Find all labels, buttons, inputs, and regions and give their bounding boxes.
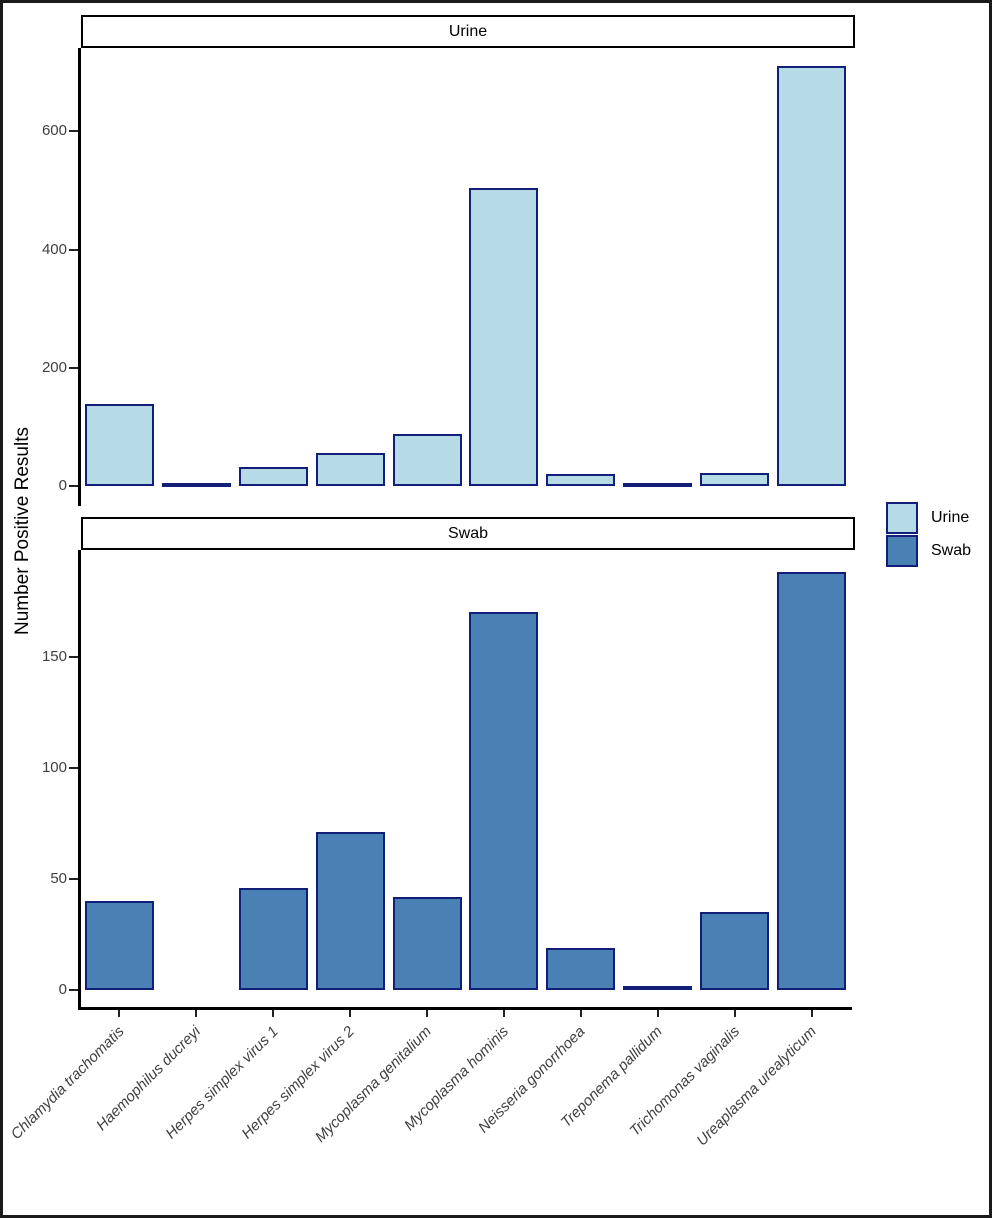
x-tick xyxy=(656,1010,659,1017)
bar xyxy=(84,404,154,486)
y-tick xyxy=(69,989,78,991)
y-tick-label: 50 xyxy=(50,869,67,887)
x-tick xyxy=(118,1010,121,1017)
y-tick xyxy=(69,248,78,251)
y-axis-title: Number Positive Results xyxy=(12,426,33,636)
facet-strip-swab: Swab xyxy=(81,517,855,550)
bar xyxy=(777,572,847,990)
facet-strip-urine: Urine xyxy=(81,15,855,48)
bar xyxy=(392,433,462,486)
facet-strip-swab-label: Swab xyxy=(447,524,489,542)
y-tick xyxy=(69,485,78,487)
legend-label-swab: Swab xyxy=(931,542,972,559)
x-tick xyxy=(810,1010,813,1017)
bar xyxy=(546,473,616,486)
y-tick-label: 100 xyxy=(41,758,67,776)
y-tick-label: 400 xyxy=(41,240,67,258)
x-tick xyxy=(426,1010,429,1017)
x-tick xyxy=(733,1010,736,1017)
x-tick xyxy=(579,1010,582,1017)
bar xyxy=(469,188,539,486)
y-tick xyxy=(69,655,78,658)
bar xyxy=(392,896,462,990)
y-tick-label: 0 xyxy=(58,477,67,494)
facet-strip-urine-label: Urine xyxy=(448,22,488,40)
x-tick xyxy=(272,1010,275,1017)
legend-label-urine: Urine xyxy=(931,509,970,526)
bar xyxy=(315,832,385,990)
legend-swatch-urine xyxy=(886,502,918,534)
y-axis-line xyxy=(78,550,81,1010)
y-tick-label: 600 xyxy=(41,122,67,140)
y-tick xyxy=(69,130,78,133)
bar xyxy=(238,467,308,486)
y-tick xyxy=(69,366,78,369)
y-tick xyxy=(69,766,78,769)
x-tick xyxy=(349,1010,352,1017)
legend: Urine Swab xyxy=(886,502,971,568)
bar xyxy=(623,985,693,990)
bar xyxy=(700,912,770,990)
legend-key-urine: Urine xyxy=(886,502,971,534)
y-tick xyxy=(69,877,78,880)
legend-key-swab: Swab xyxy=(886,535,971,567)
y-tick-label: 150 xyxy=(41,647,67,665)
y-tick-label: 0 xyxy=(58,981,67,998)
x-tick xyxy=(502,1010,505,1017)
y-axis-line xyxy=(78,48,81,506)
bar xyxy=(623,483,693,487)
bar xyxy=(315,452,385,486)
x-tick xyxy=(195,1010,198,1017)
legend-swatch-swab xyxy=(886,535,918,567)
bar xyxy=(546,947,616,990)
bar xyxy=(84,901,154,990)
y-tick-label: 200 xyxy=(41,358,67,376)
bar xyxy=(469,612,539,990)
bar xyxy=(777,66,847,486)
x-axis-line xyxy=(78,1007,852,1010)
bar xyxy=(700,472,770,486)
bar xyxy=(161,483,231,487)
bar xyxy=(238,887,308,990)
